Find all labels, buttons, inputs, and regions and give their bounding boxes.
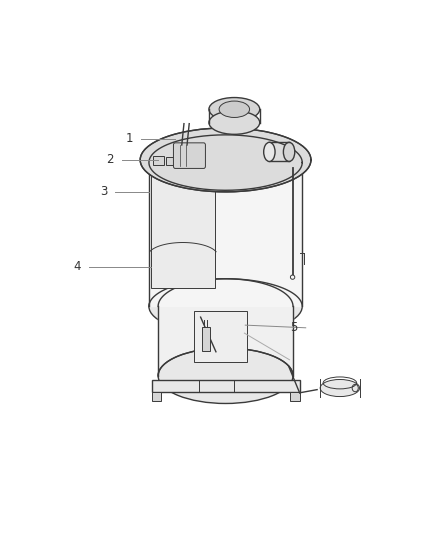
Bar [153, 156, 164, 165]
Text: 5: 5 [290, 321, 298, 334]
Text: 1: 1 [126, 132, 134, 145]
Bar [290, 392, 300, 401]
Ellipse shape [140, 128, 311, 192]
Ellipse shape [209, 111, 260, 134]
Ellipse shape [149, 135, 302, 190]
Text: 4: 4 [74, 260, 81, 273]
Text: 2: 2 [106, 154, 114, 166]
Ellipse shape [264, 142, 275, 161]
Ellipse shape [158, 348, 293, 403]
Text: 3: 3 [100, 185, 107, 198]
Ellipse shape [283, 142, 295, 161]
Bar [194, 311, 247, 362]
FancyBboxPatch shape [173, 143, 205, 168]
Ellipse shape [209, 98, 260, 121]
Bar [166, 157, 175, 165]
Bar [152, 392, 161, 401]
Bar [152, 380, 300, 392]
Bar [202, 327, 210, 351]
Ellipse shape [219, 101, 250, 117]
Ellipse shape [320, 379, 360, 397]
Ellipse shape [290, 275, 295, 279]
Ellipse shape [149, 279, 302, 334]
Bar [151, 165, 215, 288]
